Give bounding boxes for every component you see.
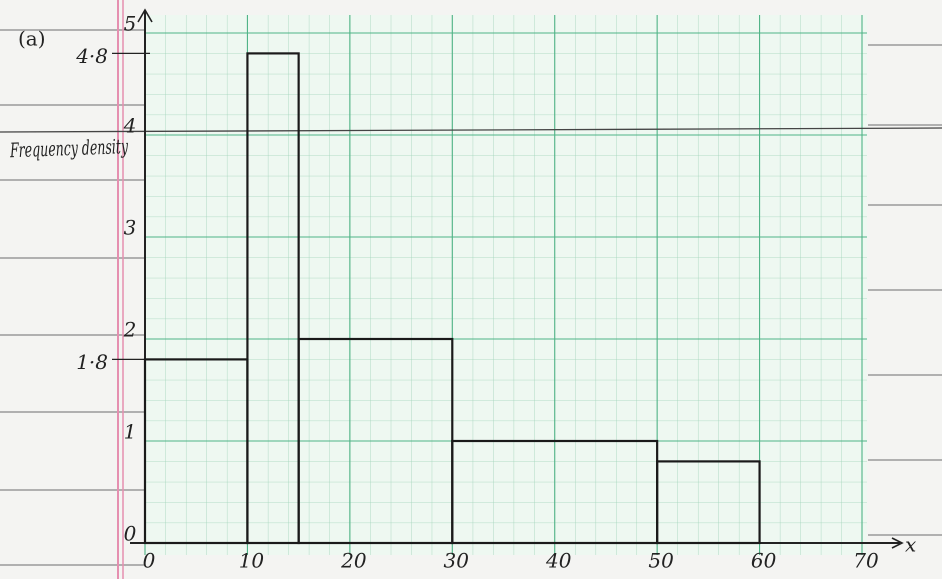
x-tick-label: 40 — [545, 549, 572, 573]
y-tick-label: 1 — [124, 420, 137, 444]
y-tick-label: 3 — [124, 216, 137, 240]
part-label: (a) — [18, 27, 46, 51]
y-axis-label: Frequency density — [9, 134, 129, 162]
x-tick-label: 50 — [648, 549, 674, 573]
x-tick-label: 70 — [853, 549, 879, 573]
x-tick-label: 20 — [340, 549, 367, 573]
x-axis-label: x — [905, 533, 916, 557]
x-tick-label: 0 — [143, 549, 156, 573]
y-tick-label: 4 — [123, 114, 137, 138]
y-tick-label: 5 — [124, 12, 137, 36]
x-tick-label: 10 — [239, 549, 265, 573]
x-tick-label: 30 — [444, 549, 470, 573]
marked-value-label: 4·8 — [75, 44, 108, 68]
chart: (a) Frequency density x 0 10 20 30 40 50 60 70 0… — [0, 0, 942, 579]
y-tick-label: 0 — [124, 522, 137, 546]
y-tick-label: 2 — [123, 318, 137, 342]
x-tick-label: 60 — [751, 549, 777, 573]
marked-value-label: 1·8 — [76, 350, 108, 374]
